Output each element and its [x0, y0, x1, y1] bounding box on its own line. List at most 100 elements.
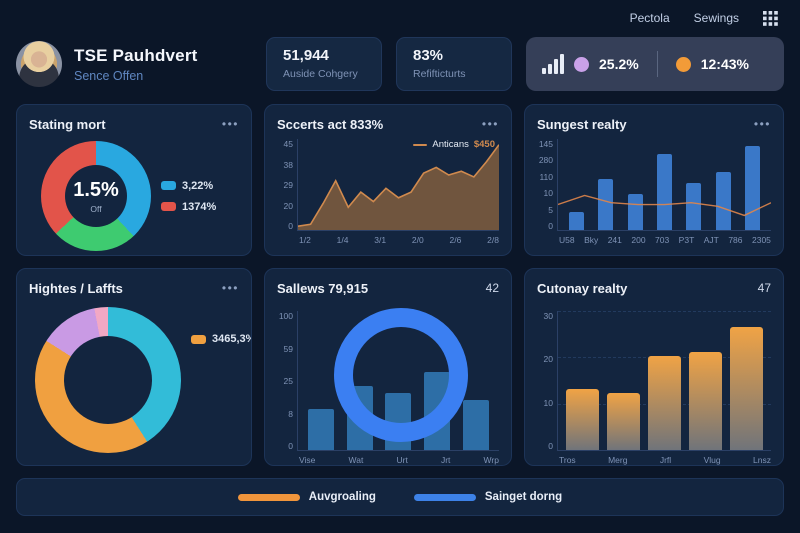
x-tick: 1/4: [336, 235, 349, 245]
kpi-purple-value: 25.2%: [599, 56, 639, 72]
card-menu-icon[interactable]: •••: [221, 117, 239, 131]
x-tick: 786: [728, 235, 743, 245]
y-tick: 38: [283, 159, 293, 170]
card-stating-mort: Stating mort ••• 1.5% Off 3,22% 1374%: [16, 104, 252, 256]
card-menu-icon[interactable]: •••: [481, 117, 499, 131]
y-tick: 10: [543, 397, 553, 408]
y-tick: 20: [283, 200, 293, 211]
card-title: Stating mort: [29, 116, 106, 132]
y-tick: 145: [538, 139, 553, 149]
y-tick: 0: [548, 440, 553, 451]
x-tick: Tros: [559, 455, 576, 465]
x-tick: Vise: [299, 455, 316, 465]
stating-legend: 3,22% 1374%: [161, 180, 216, 213]
corner-value: 47: [757, 281, 771, 295]
x-axis-ticks: U58 Bky 241 200 703 P3T AJT 786 2305: [559, 235, 771, 245]
kpi-orange-value: 12:43%: [700, 56, 749, 72]
stat-value: 83%: [413, 47, 444, 64]
bar: [566, 388, 599, 450]
x-axis-ticks: Vise Wat Urt Jrt Wrp: [299, 455, 499, 465]
bar-series: [558, 139, 771, 230]
bar: [607, 392, 640, 450]
gradient-bar-chart: [557, 311, 771, 451]
header: TSE Pauhdvert Sence Offen 51,944 Auside …: [0, 26, 800, 92]
x-tick: 2/8: [487, 235, 499, 245]
footer-legend-label: Auvgroaling: [308, 491, 376, 503]
x-tick: 1/2: [299, 235, 311, 245]
legend-swatch: [161, 181, 176, 190]
legend-value: $450: [473, 139, 495, 150]
bar: [715, 171, 731, 230]
card-sungest-realty: Sungest realty ••• 145 280 110 10 5 0 U58 Bky 2…: [524, 104, 784, 256]
y-tick: 0: [288, 221, 293, 231]
donut-center-value: 1.5%: [73, 178, 119, 201]
y-tick: 29: [283, 180, 293, 190]
x-tick: 2/0: [411, 235, 424, 245]
footer-legend-item: Auvgroaling: [237, 491, 376, 503]
card-menu-icon[interactable]: •••: [753, 117, 771, 131]
y-tick: 110: [539, 171, 553, 182]
x-tick: 703: [655, 235, 670, 245]
card-scerts-act: Sccerts act 833% ••• 45 38 29 20 0 Anticans …: [264, 104, 512, 256]
x-tick: Bky: [584, 235, 599, 245]
y-tick: 5: [548, 204, 553, 215]
x-tick: Wat: [348, 455, 364, 465]
y-tick: 280: [538, 155, 553, 166]
profile[interactable]: TSE Pauhdvert Sence Offen: [16, 41, 252, 87]
x-tick: Jrfl: [659, 455, 672, 465]
footer-legend-item: Sainget dorng: [413, 491, 563, 503]
footer-legend-swatch: [237, 493, 300, 501]
y-tick: 0: [288, 441, 293, 451]
legend-swatch: [161, 202, 176, 211]
corner-value: 42: [485, 281, 499, 295]
card-sallews: Sallews 79,915 42 100 59 25 8 0 Vise Wat Urt Jr…: [264, 268, 512, 466]
nav-link-sewings[interactable]: Sewings: [693, 11, 739, 25]
bar: [730, 327, 763, 450]
donut-center: [64, 336, 152, 424]
user-subtitle: Sence Offen: [74, 68, 144, 83]
y-tick: 8: [288, 408, 293, 419]
nav-link-pectola[interactable]: Pectola: [629, 11, 670, 25]
progress-ring: [333, 307, 468, 442]
bar: [462, 399, 489, 450]
x-axis-ticks: Tros Merg Jrfl Vlug Lnsz: [559, 455, 771, 465]
line-overlay-svg: [558, 139, 771, 230]
stat-label: Refifticturts: [413, 68, 466, 80]
footer-legend-label: Sainget dorng: [484, 491, 563, 503]
user-name: TSE Pauhdvert: [74, 45, 198, 65]
card-hightes-laffts: Hightes / Laffts ••• 3465,3%: [16, 268, 252, 466]
legend-label: 3465,3%: [212, 333, 252, 345]
card-title: Sungest realty: [537, 116, 627, 132]
bar: [569, 211, 585, 230]
x-tick: 200: [631, 235, 646, 245]
footer-legend-swatch: [413, 493, 476, 501]
apps-grid-icon[interactable]: [763, 10, 778, 26]
ring-bar-chart: [297, 307, 499, 451]
card-title: Sallews 79,915: [277, 280, 369, 296]
card-menu-icon[interactable]: •••: [221, 281, 239, 295]
top-nav: Pectola Sewings: [0, 0, 800, 26]
kpi-dot-purple: [574, 56, 589, 72]
area-legend: Anticans $450: [413, 139, 495, 150]
stat-label: Auside Cohgery: [283, 68, 358, 80]
legend-label: 3,22%: [182, 179, 214, 192]
y-tick: 59: [283, 343, 293, 354]
hightes-donut-chart: [35, 307, 181, 453]
bar: [598, 179, 614, 230]
stat-card-refifticturts: 83% Refifticturts: [396, 37, 512, 91]
y-tick: 45: [283, 139, 293, 149]
bar: [627, 193, 643, 230]
bar-line-chart: [557, 139, 771, 231]
x-tick: Merg: [608, 455, 628, 465]
legend-name: Anticans: [432, 139, 469, 150]
x-tick: Urt: [396, 455, 408, 465]
x-tick: P3T: [678, 235, 695, 245]
avatar[interactable]: [16, 41, 62, 87]
area-chart: Anticans $450: [297, 139, 499, 231]
card-cutonay-realty: Cutonay realty 47 30 20 10 0 Tros Merg Jrfl Vl…: [524, 268, 784, 466]
gridline: [558, 311, 771, 312]
x-tick: Jrt: [440, 455, 451, 465]
donut-center: 1.5% Off: [65, 165, 127, 227]
x-tick: Wrp: [483, 455, 499, 465]
y-axis-ticks: 45 38 29 20 0: [277, 139, 297, 231]
